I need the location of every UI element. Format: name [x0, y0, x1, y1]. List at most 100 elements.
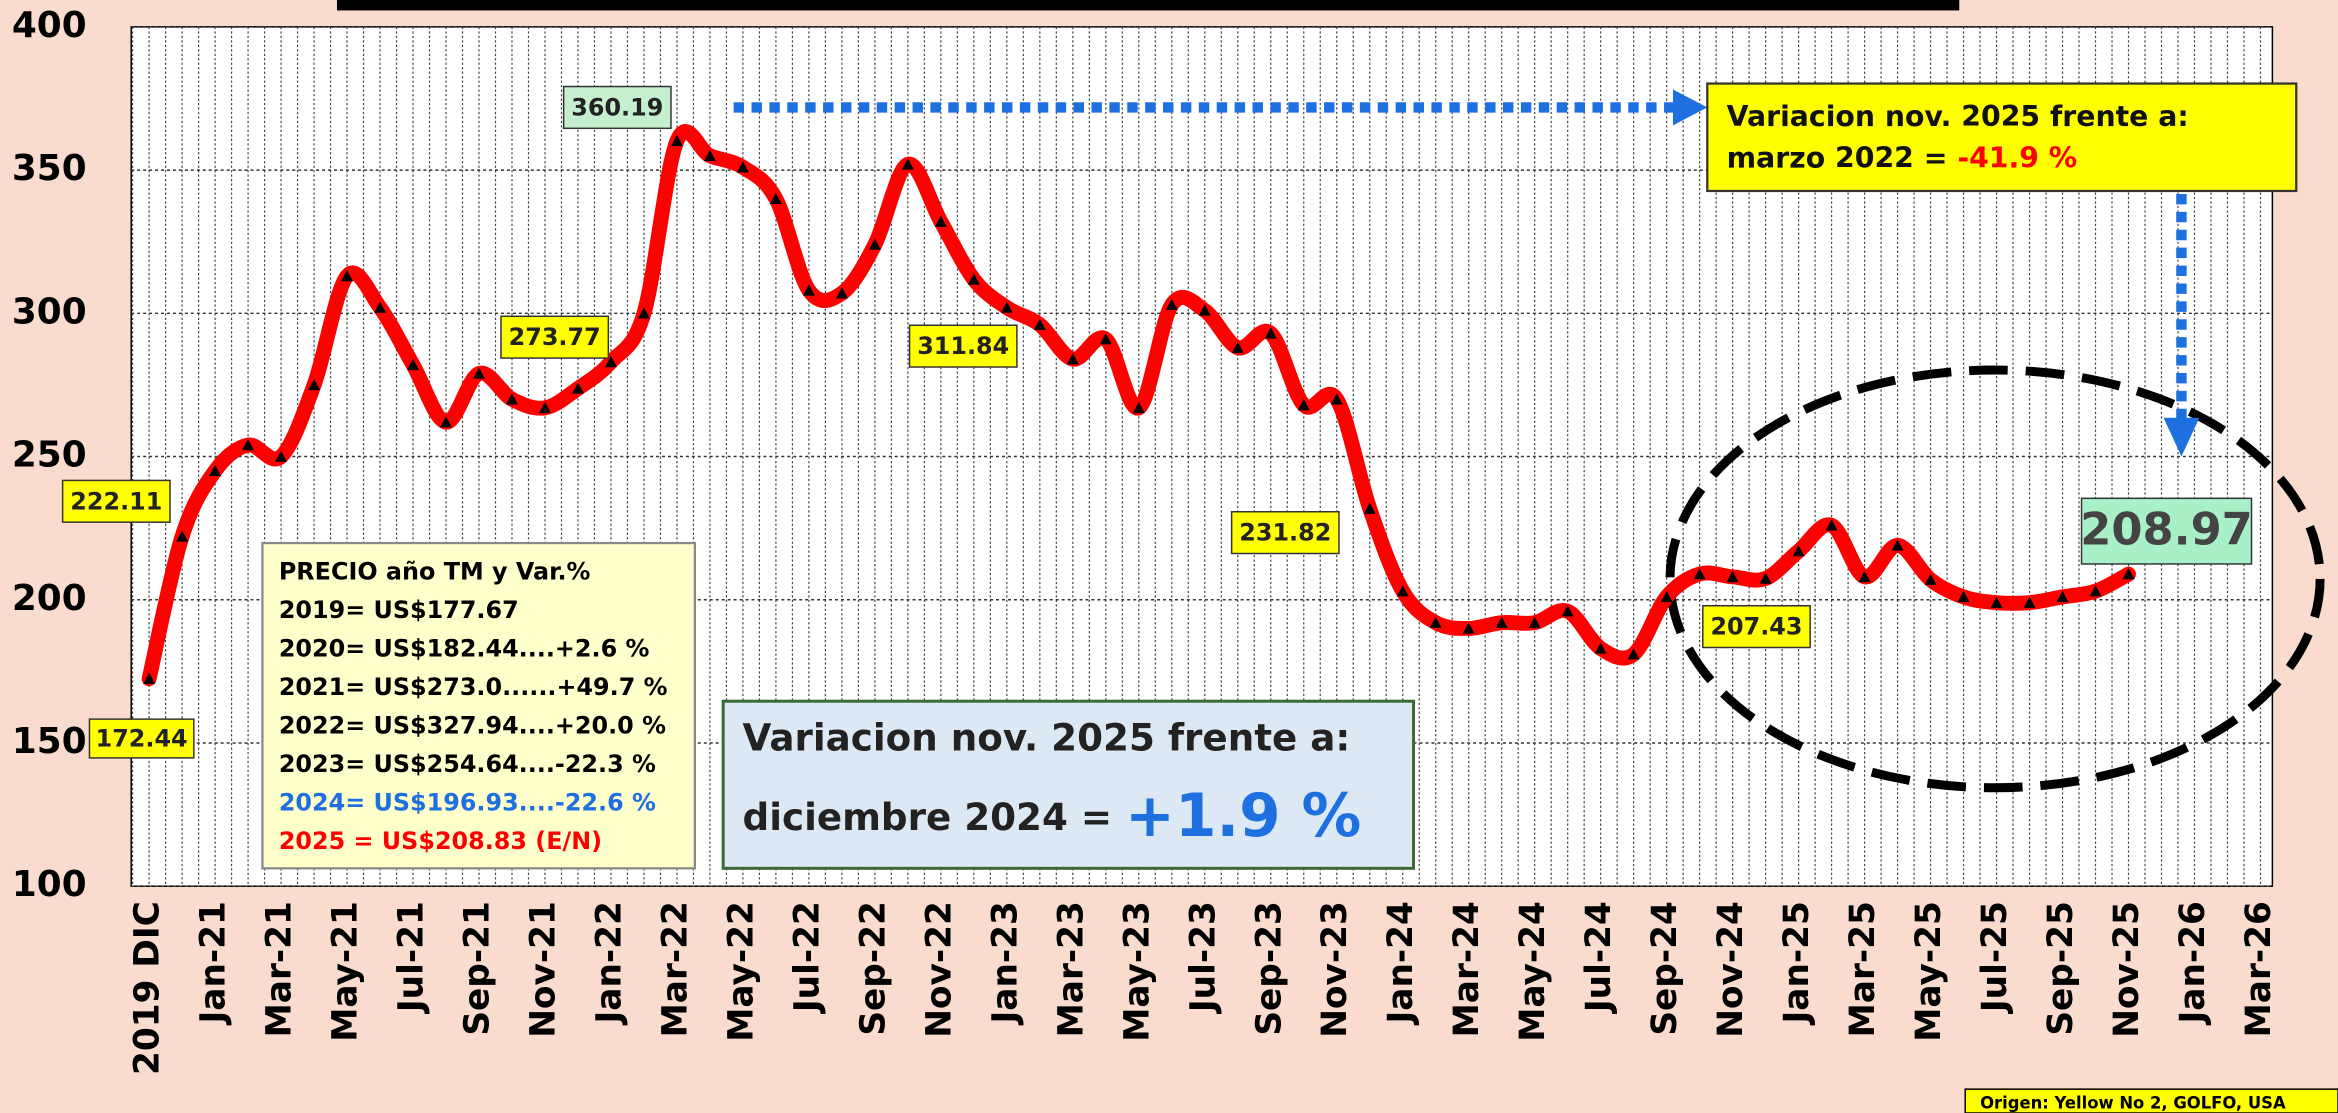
point-marker — [769, 192, 782, 204]
value-callout — [500, 315, 610, 359]
point-marker — [835, 287, 848, 299]
point-marker — [1462, 622, 1475, 634]
x-tick-label: 2019 DIC — [128, 901, 168, 1075]
point-marker — [1165, 298, 1178, 310]
point-marker — [2056, 590, 2069, 603]
y-tick-label: 300 — [12, 291, 87, 332]
x-tick-label: Nov-23 — [1315, 901, 1355, 1038]
point-marker — [1594, 642, 1607, 654]
callout-box — [1706, 82, 2298, 193]
x-tick-label: Jan-21 — [194, 901, 234, 1025]
point-marker — [1561, 605, 1574, 617]
point-marker — [1363, 502, 1376, 514]
x-tick-label: May-24 — [1513, 901, 1553, 1042]
x-tick-label: May-23 — [1117, 901, 1157, 1042]
point-marker — [209, 464, 222, 477]
x-tick-label: Jan-24 — [1381, 901, 1421, 1025]
info-line: 2025 = US$208.83 (E/N) — [279, 827, 602, 855]
point-marker — [407, 358, 419, 371]
value-callout — [562, 85, 672, 130]
x-tick-label: Mar-26 — [2239, 901, 2279, 1037]
point-marker — [1495, 616, 1508, 628]
info-line: 2023= US$254.64....-22.3 % — [279, 750, 656, 778]
value-callout — [908, 324, 1018, 368]
x-tick-label: May-25 — [1909, 901, 1949, 1042]
x-tick-label: Mar-25 — [1843, 901, 1883, 1037]
x-tick-label: Jul-23 — [1183, 901, 1223, 1014]
point-marker — [1759, 572, 1772, 584]
x-tick-label: Jan-25 — [1777, 901, 1817, 1025]
x-tick-label: Mar-24 — [1447, 901, 1487, 1037]
point-marker — [473, 367, 485, 379]
info-line: 2020= US$182.44....+2.6 % — [279, 635, 650, 663]
point-marker — [2089, 585, 2102, 597]
point-marker — [637, 307, 650, 319]
x-tick-label: Jul-24 — [1579, 901, 1619, 1014]
data-label: 172.44 — [96, 725, 188, 753]
series-line — [141, 124, 2136, 687]
point-marker — [1132, 401, 1145, 414]
point-marker — [1825, 519, 1838, 531]
x-tick-label: Jul-21 — [392, 901, 432, 1014]
y-tick-label: 150 — [12, 721, 87, 762]
point-marker — [1693, 568, 1706, 580]
point-marker — [1858, 570, 1871, 583]
point-marker — [1660, 590, 1673, 603]
point-marker — [1264, 327, 1277, 339]
point-marker — [176, 530, 189, 542]
data-label: 222.11 — [70, 487, 162, 515]
callout-text: Variacion nov. 2025 frente a: — [1727, 100, 2189, 133]
point-marker — [275, 450, 288, 462]
point-marker — [1924, 573, 1937, 585]
x-tick-label: Jan-23 — [985, 901, 1025, 1025]
point-marker — [605, 356, 617, 368]
data-label: 273.77 — [509, 323, 601, 351]
x-tick-label: Nov-21 — [523, 901, 563, 1038]
info-box — [261, 541, 696, 870]
point-marker — [308, 378, 321, 391]
point-marker — [1990, 596, 2003, 608]
point-marker — [242, 439, 255, 451]
source-box — [1964, 1088, 2338, 1113]
point-marker — [1429, 616, 1442, 628]
data-label: 231.82 — [1239, 519, 1331, 547]
arrow-head — [2163, 417, 2200, 457]
point-marker — [1330, 393, 1343, 405]
source-text: Origen: Yellow No 2, GOLFO, USA — [1980, 1094, 2286, 1113]
point-marker — [670, 134, 683, 147]
callout-value: -41.9 % — [1957, 142, 2077, 175]
x-tick-label: Jul-22 — [787, 901, 827, 1014]
point-marker — [1726, 570, 1739, 583]
x-tick-label: Mar-22 — [655, 901, 695, 1037]
point-marker — [901, 158, 914, 170]
point-marker — [341, 270, 354, 282]
point-marker — [539, 401, 551, 414]
point-marker — [868, 238, 881, 250]
point-marker — [143, 672, 156, 684]
x-tick-label: Mar-23 — [1051, 901, 1091, 1037]
point-marker — [506, 393, 518, 405]
point-marker — [1066, 353, 1079, 365]
value-callout — [1230, 510, 1340, 555]
x-tick-label: Jul-25 — [1975, 901, 2015, 1014]
value-callout — [2080, 497, 2253, 565]
data-label: 208.97 — [2080, 503, 2253, 556]
callout-box — [721, 699, 1416, 870]
point-marker — [1528, 616, 1541, 628]
y-tick-label: 100 — [12, 864, 87, 905]
info-line: 2019= US$177.67 — [279, 596, 519, 624]
point-marker — [1891, 539, 1904, 551]
x-tick-label: Sep-21 — [458, 901, 498, 1036]
point-marker — [1627, 648, 1640, 660]
point-marker — [440, 416, 452, 428]
point-marker — [1396, 585, 1409, 597]
callout-value: +1.9 % — [1125, 782, 1361, 851]
x-tick-label: Jan-26 — [2173, 901, 2213, 1025]
x-tick-label: Sep-22 — [853, 901, 893, 1036]
callout-text: marzo 2022 = — [1727, 142, 1958, 175]
point-marker — [736, 161, 749, 173]
point-marker — [572, 382, 584, 394]
info-line: 2021= US$273.0......+49.7 % — [279, 673, 668, 701]
x-tick-label: Nov-22 — [919, 901, 959, 1038]
